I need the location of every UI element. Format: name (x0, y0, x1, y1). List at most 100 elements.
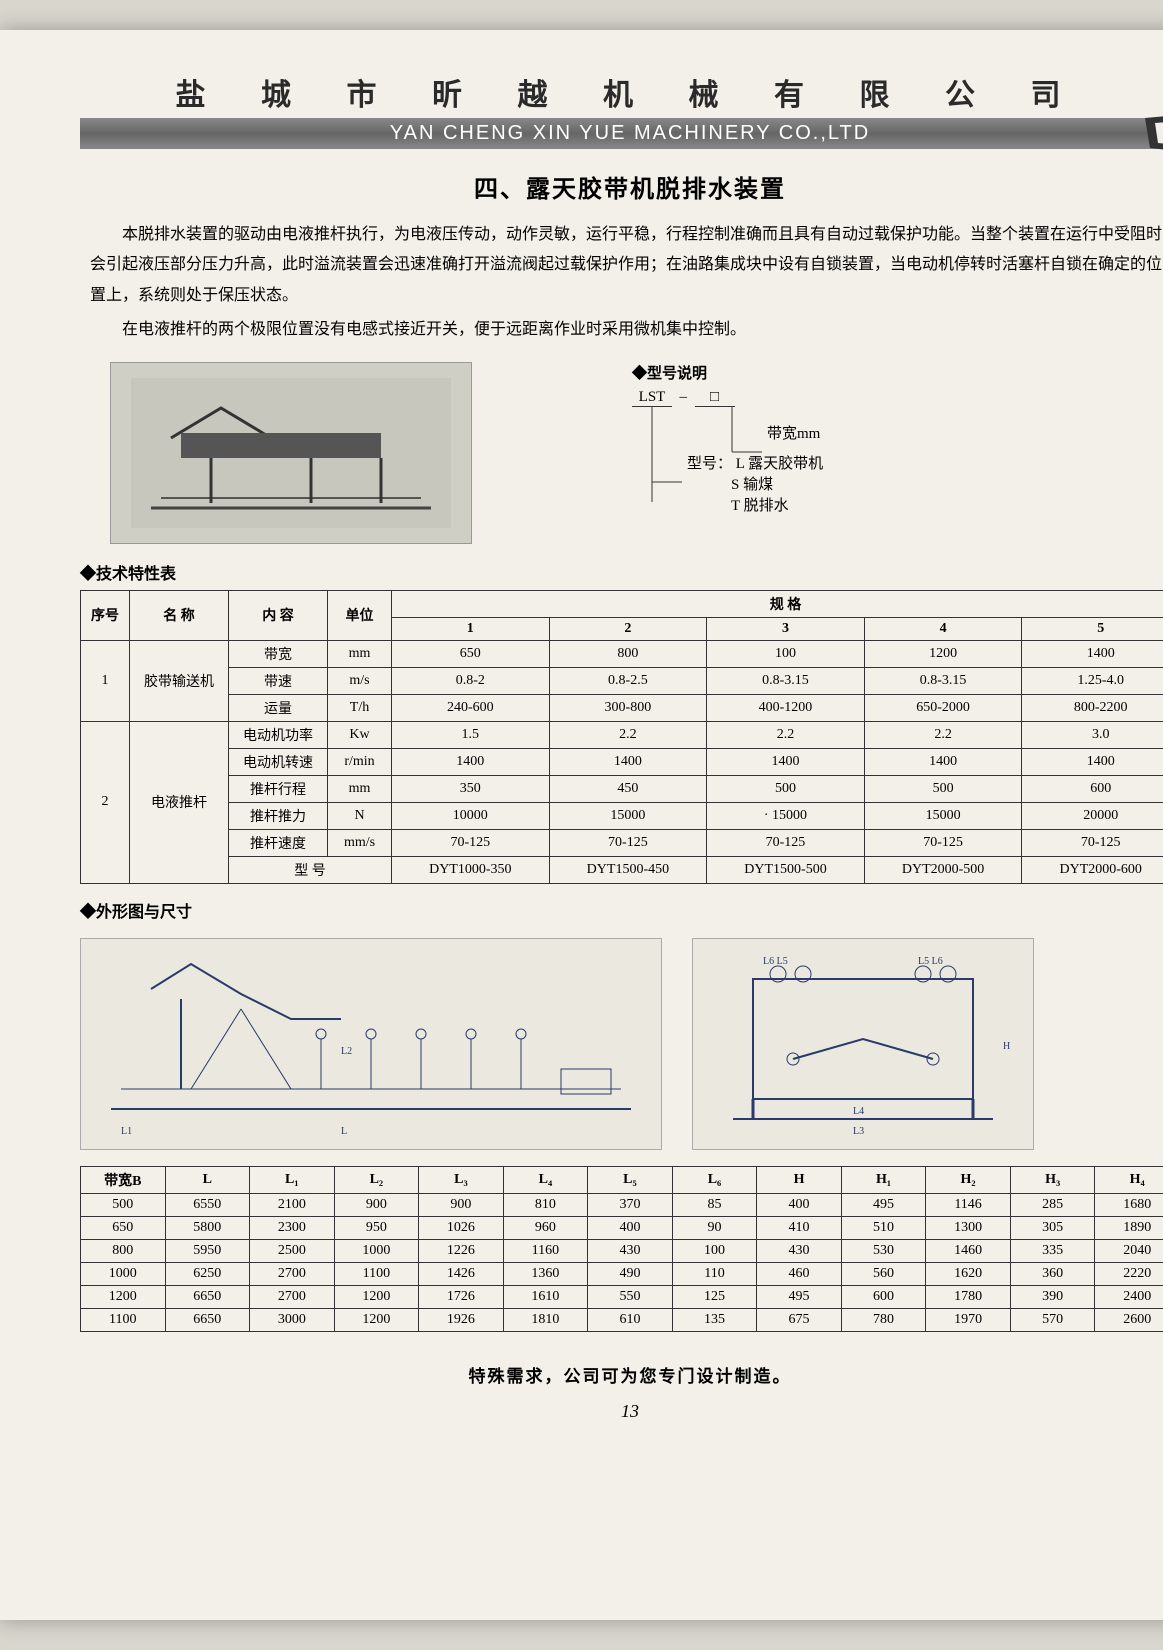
page-number: 13 (80, 1401, 1163, 1422)
cell: 600 (841, 1285, 926, 1308)
cell: 2300 (250, 1216, 335, 1239)
cell: 5800 (165, 1216, 250, 1239)
paragraph-1: 本脱排水装置的驱动由电液推杆执行，为电液压传动，动作灵敏，运行平稳，行程控制准确… (90, 220, 1163, 311)
cell: DYT2000-500 (864, 856, 1022, 883)
th: H₄ (1095, 1166, 1163, 1193)
cell: 400 (757, 1193, 842, 1216)
cell: 5950 (165, 1239, 250, 1262)
cell: 1 (81, 640, 130, 721)
th: H₁ (841, 1166, 926, 1193)
cell: 1890 (1095, 1216, 1163, 1239)
th-content: 内 容 (229, 590, 328, 640)
cell: 0.8-2 (392, 667, 550, 694)
cell: 推杆行程 (229, 775, 328, 802)
page: 盐 城 市 昕 越 机 械 有 限 公 司 YAN CHENG XIN YUE … (0, 30, 1163, 1620)
cell: 70-125 (1022, 829, 1163, 856)
dimensions-table: 带宽BLL₁L₂L₃L₄L₅L₆HH₁H₂H₃H₄ 50065502100900… (80, 1166, 1163, 1332)
table-row: 1200665027001200172616105501254956001780… (81, 1285, 1163, 1308)
cell: DYT2000-600 (1022, 856, 1163, 883)
cell: 1160 (503, 1239, 588, 1262)
svg-text:H: H (1003, 1041, 1010, 1052)
th: L (165, 1166, 250, 1193)
side-drawing-svg: L1 L L2 (91, 949, 651, 1139)
cell: 0.8-3.15 (864, 667, 1022, 694)
svg-text:L6 L5: L6 L5 (763, 956, 788, 967)
cell: 2 (81, 721, 130, 883)
th: H₂ (926, 1166, 1011, 1193)
cell: 110 (672, 1262, 757, 1285)
model-title: ◆型号说明 (632, 362, 892, 383)
svg-text:L3: L3 (853, 1126, 864, 1137)
photo-and-model-row: ◆型号说明 LST – □ 带宽mm 型号： L 露天胶带机 S 输煤 T 脱排… (80, 362, 1163, 544)
cell: 430 (588, 1239, 673, 1262)
cell: 1620 (926, 1262, 1011, 1285)
cell: 1400 (549, 748, 707, 775)
cell: 2400 (1095, 1285, 1163, 1308)
cell: 胶带输送机 (130, 640, 229, 721)
cell: 70-125 (707, 829, 865, 856)
cell: 800-2200 (1022, 694, 1163, 721)
svg-text:L5 L6: L5 L6 (918, 956, 943, 967)
tech-spec-table: 序号 名 称 内 容 单位 规 格 1 2 3 4 5 1胶带输送机带宽mm65… (80, 590, 1163, 884)
corner-logo-icon (1140, 108, 1163, 158)
th: L₅ (588, 1166, 673, 1193)
th: L₄ (503, 1166, 588, 1193)
table-row: 2电液推杆电动机功率Kw1.52.22.22.23.0 (81, 721, 1163, 748)
model-code-line: LST – □ (632, 389, 892, 407)
cell: 90 (672, 1216, 757, 1239)
cell: 6550 (165, 1193, 250, 1216)
cell: 6250 (165, 1262, 250, 1285)
table-row: 带宽BLL₁L₂L₃L₄L₅L₆HH₁H₂H₃H₄ (81, 1166, 1163, 1193)
cell: 1.5 (392, 721, 550, 748)
cell: 460 (757, 1262, 842, 1285)
th-4: 4 (864, 617, 1022, 640)
table-row: 带速m/s0.8-20.8-2.50.8-3.150.8-3.151.25-4.… (81, 667, 1163, 694)
cell: 2.2 (549, 721, 707, 748)
th: L₂ (334, 1166, 419, 1193)
model-prefix: LST (632, 389, 672, 407)
model-leaf-2a: L 露天胶带机 (736, 456, 823, 472)
cell: 100 (672, 1239, 757, 1262)
cell: 电液推杆 (130, 721, 229, 883)
cross-section-drawing: L6 L5 L5 L6 L3 L4 H (692, 938, 1034, 1150)
tech-table-title: ◆技术特性表 (80, 560, 1163, 584)
cell: 530 (841, 1239, 926, 1262)
table-row: 序号 名 称 内 容 单位 规 格 (81, 590, 1163, 617)
company-name-en: YAN CHENG XIN YUE MACHINERY CO.,LTD (80, 118, 1163, 149)
cell: r/min (328, 748, 392, 775)
cell: 430 (757, 1239, 842, 1262)
cell: 2700 (250, 1262, 335, 1285)
cell: 1360 (503, 1262, 588, 1285)
cell: 带宽 (229, 640, 328, 667)
cell: 70-125 (392, 829, 550, 856)
cell: 型 号 (229, 856, 392, 883)
cell: 1.25-4.0 (1022, 667, 1163, 694)
cell: 2.2 (707, 721, 865, 748)
th-name: 名 称 (130, 590, 229, 640)
cell: 电动机转速 (229, 748, 328, 775)
cell: 2.2 (864, 721, 1022, 748)
th-spec: 规 格 (392, 590, 1163, 617)
cell: 3000 (250, 1308, 335, 1331)
table-row: 1000625027001100142613604901104605601620… (81, 1262, 1163, 1285)
cell: 810 (503, 1193, 588, 1216)
cell: 650 (81, 1216, 166, 1239)
cell: 350 (392, 775, 550, 802)
product-photo-svg (131, 378, 451, 528)
cell: 495 (757, 1285, 842, 1308)
svg-text:L1: L1 (121, 1126, 132, 1137)
cell: 800 (549, 640, 707, 667)
model-leaf-1-text: 带宽mm (767, 426, 820, 442)
svg-text:L4: L4 (853, 1106, 864, 1117)
cell: 610 (588, 1308, 673, 1331)
cell: 1200 (81, 1285, 166, 1308)
cell: 135 (672, 1308, 757, 1331)
cell: 推杆速度 (229, 829, 328, 856)
cell: 1000 (334, 1239, 419, 1262)
th: L₁ (250, 1166, 335, 1193)
cell: 2500 (250, 1239, 335, 1262)
cell: 675 (757, 1308, 842, 1331)
cell: 1026 (419, 1216, 504, 1239)
model-box: □ (695, 389, 735, 407)
cell: 1810 (503, 1308, 588, 1331)
